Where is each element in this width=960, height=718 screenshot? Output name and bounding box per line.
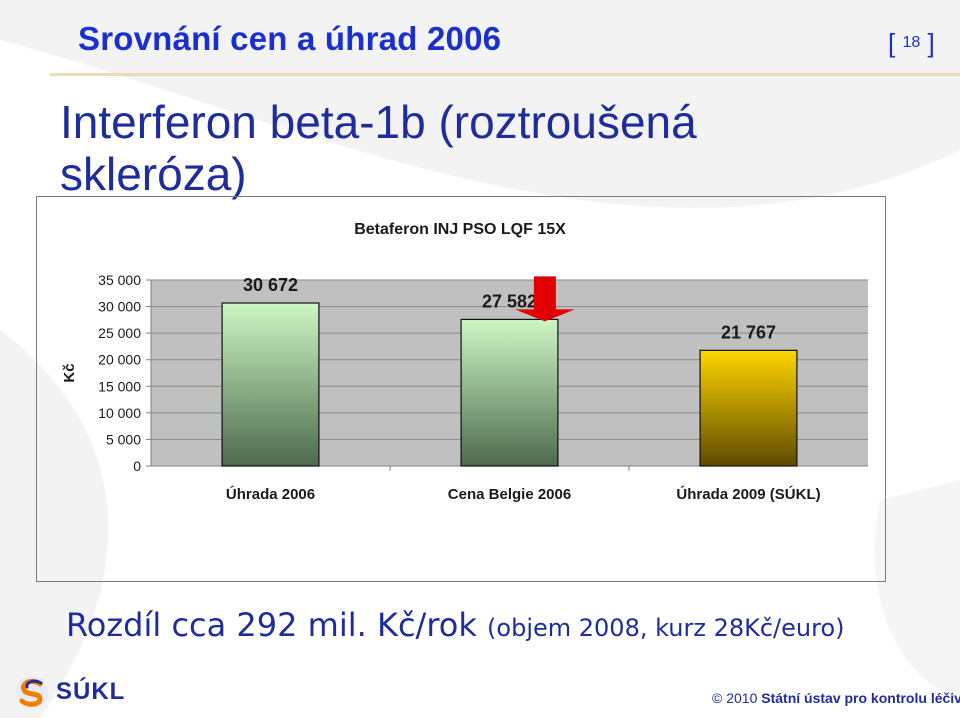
bar bbox=[699, 349, 798, 467]
slide-title: Srovnání cen a úhrad 2006 bbox=[78, 20, 502, 57]
bar bbox=[460, 318, 559, 467]
footer-copyright: © 2010 bbox=[712, 690, 758, 706]
down-arrow-annotation bbox=[514, 276, 575, 322]
category-label: Cena Belgie 2006 bbox=[448, 486, 571, 503]
y-tick-label: 20 000 bbox=[98, 352, 141, 368]
y-tick-label: 10 000 bbox=[98, 405, 141, 421]
y-tick-label: 15 000 bbox=[98, 378, 141, 394]
y-tick-label: 0 bbox=[133, 458, 141, 474]
slide-number-value: 18 bbox=[902, 34, 921, 52]
category-label: Úhrada 2006 bbox=[226, 485, 315, 503]
footer-organization: Státní ústav pro kontrolu léčiv bbox=[761, 690, 960, 706]
bar-chart: Betaferon INJ PSO LQF 15X 0 5 000 10 000 15 … bbox=[61, 221, 868, 503]
data-label: 21 767 bbox=[721, 322, 776, 342]
data-label: 27 582 bbox=[482, 291, 537, 311]
y-tick-label: 30 000 bbox=[98, 299, 141, 315]
title-divider bbox=[50, 73, 960, 76]
note-main: Rozdíl cca 292 mil. Kč/rok bbox=[66, 606, 477, 644]
chart-frame bbox=[36, 196, 886, 582]
bar bbox=[221, 302, 320, 467]
y-axis-label: Kč bbox=[61, 363, 78, 382]
category-label: Úhrada 2009 (SÚKL) bbox=[676, 485, 820, 503]
sukl-logo-icon bbox=[16, 676, 48, 708]
chart-title: Betaferon INJ PSO LQF 15X bbox=[354, 221, 566, 238]
slide-subtitle: Interferon beta-1b (roztroušená skleróza… bbox=[60, 96, 697, 200]
slide-number: [ 18 ] bbox=[888, 28, 935, 58]
y-tick-label: 35 000 bbox=[98, 272, 141, 288]
y-tick-label: 25 000 bbox=[98, 325, 141, 341]
bottom-note: Rozdíl cca 292 mil. Kč/rok (objem 2008, … bbox=[66, 606, 845, 644]
data-label: 30 672 bbox=[243, 275, 298, 295]
y-tick-label: 5 000 bbox=[106, 431, 141, 447]
footer: © 2010 Státní ústav pro kontrolu léčiv bbox=[712, 690, 960, 706]
logo-text: SÚKL bbox=[56, 678, 126, 705]
note-detail: (objem 2008, kurz 28Kč/euro) bbox=[487, 614, 845, 642]
sukl-logo: SÚKL bbox=[14, 674, 125, 710]
